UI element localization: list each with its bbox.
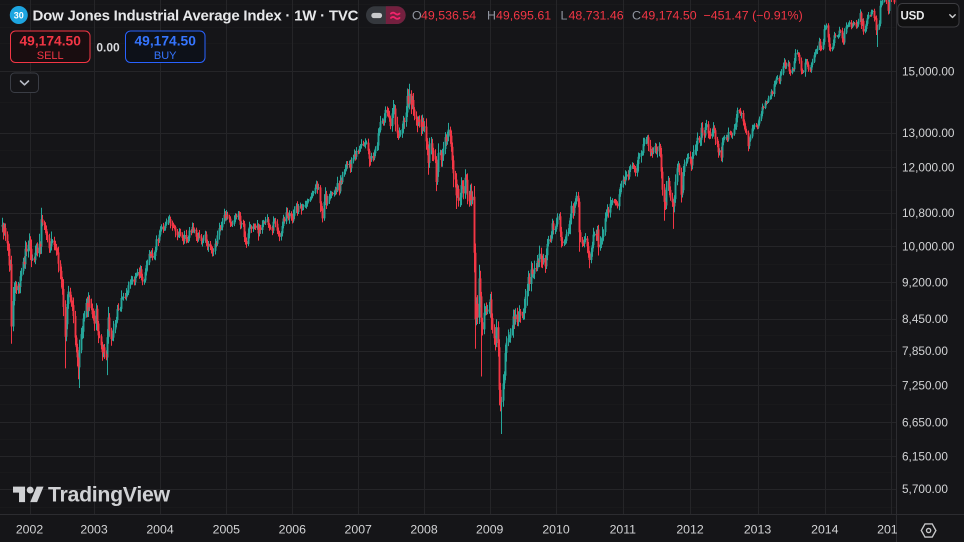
svg-text:30: 30 xyxy=(14,10,24,20)
svg-text:2015: 2015 xyxy=(877,523,905,537)
svg-text:2008: 2008 xyxy=(410,523,438,537)
svg-text:8,450.00: 8,450.00 xyxy=(902,312,948,326)
svg-text:7,250.00: 7,250.00 xyxy=(902,378,948,392)
svg-text:10,800.00: 10,800.00 xyxy=(902,206,955,220)
svg-text:6,150.00: 6,150.00 xyxy=(902,449,948,463)
svg-text:2002: 2002 xyxy=(16,523,44,537)
svg-text:2010: 2010 xyxy=(542,523,570,537)
svg-text:2009: 2009 xyxy=(476,523,504,537)
svg-text:49,174.50: 49,174.50 xyxy=(20,34,82,49)
svg-text:0.00: 0.00 xyxy=(96,41,120,55)
svg-text:7,850.00: 7,850.00 xyxy=(902,344,948,358)
svg-text:13,000.00: 13,000.00 xyxy=(902,126,955,140)
svg-text:USD: USD xyxy=(901,11,925,23)
svg-text:2014: 2014 xyxy=(811,523,839,537)
svg-text:49,174.50: 49,174.50 xyxy=(135,34,197,49)
svg-text:2013: 2013 xyxy=(744,523,772,537)
svg-text:SELL: SELL xyxy=(37,50,64,62)
svg-text:BUY: BUY xyxy=(154,50,177,62)
svg-text:15,000.00: 15,000.00 xyxy=(902,64,955,78)
svg-text:2011: 2011 xyxy=(610,523,637,537)
svg-text:2012: 2012 xyxy=(676,523,704,537)
svg-text:5,700.00: 5,700.00 xyxy=(902,482,948,496)
svg-text:2006: 2006 xyxy=(279,523,307,537)
svg-text:6,650.00: 6,650.00 xyxy=(902,416,948,430)
svg-text:9,200.00: 9,200.00 xyxy=(902,275,948,289)
svg-text:Dow Jones Industrial Average I: Dow Jones Industrial Average Index · 1W … xyxy=(33,7,359,24)
svg-text:12,000.00: 12,000.00 xyxy=(902,161,955,175)
svg-text:2004: 2004 xyxy=(146,523,174,537)
svg-text:10,000.00: 10,000.00 xyxy=(902,239,955,253)
svg-text:2007: 2007 xyxy=(345,523,373,537)
svg-text:TradingView: TradingView xyxy=(48,483,170,507)
svg-text:2003: 2003 xyxy=(80,523,108,537)
svg-text:2005: 2005 xyxy=(213,523,241,537)
